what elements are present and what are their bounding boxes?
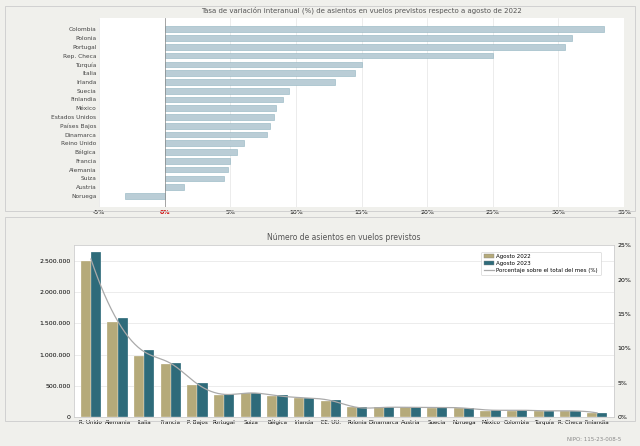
Bar [171, 363, 181, 417]
Bar [165, 70, 355, 76]
Bar [165, 176, 224, 181]
Bar [347, 407, 357, 417]
Bar [165, 97, 283, 102]
Bar [587, 413, 597, 417]
Bar [534, 411, 544, 417]
Bar [165, 140, 244, 146]
Bar [401, 407, 411, 417]
Bar [165, 53, 493, 58]
Bar [165, 123, 270, 128]
Bar [165, 88, 289, 94]
Bar [597, 413, 607, 417]
Bar [357, 407, 367, 417]
Title: Tasa de variación interanual (%) de asientos en vuelos previstos respecto a agos: Tasa de variación interanual (%) de asie… [201, 6, 522, 14]
Bar [544, 411, 554, 417]
Bar [91, 252, 101, 417]
Bar [144, 350, 154, 417]
Bar [570, 411, 580, 417]
Bar [165, 79, 335, 85]
Bar [384, 407, 394, 417]
Bar [454, 408, 464, 417]
Bar [304, 398, 314, 417]
Legend: Agosto 2022, Agosto 2023, Porcentaje sobre el total del mes (%): Agosto 2022, Agosto 2023, Porcentaje sob… [481, 252, 601, 275]
Bar [374, 407, 384, 417]
Bar [481, 411, 490, 417]
Bar [507, 411, 517, 417]
Bar [81, 261, 91, 417]
Bar [268, 396, 277, 417]
Bar [214, 395, 224, 417]
Bar [517, 410, 527, 417]
Bar [165, 62, 362, 67]
Bar [165, 158, 230, 164]
Title: Número de asientos en vuelos previstos: Número de asientos en vuelos previstos [268, 233, 420, 242]
Bar [118, 318, 128, 417]
Bar [294, 398, 304, 417]
Bar [165, 26, 604, 32]
Bar [108, 322, 118, 417]
Bar [188, 384, 198, 417]
Bar [277, 395, 287, 417]
Bar [165, 167, 228, 173]
Text: NIPO: 115-23-008-5: NIPO: 115-23-008-5 [566, 438, 621, 442]
Bar [165, 114, 274, 120]
Bar [165, 105, 276, 111]
Bar [165, 44, 565, 50]
Bar [165, 35, 572, 41]
Bar [198, 383, 207, 417]
Bar [437, 407, 447, 417]
Bar [165, 184, 184, 190]
Bar [411, 407, 420, 417]
Bar [134, 356, 144, 417]
Bar [490, 410, 500, 417]
Bar [331, 400, 341, 417]
Bar [125, 193, 165, 199]
Bar [161, 364, 171, 417]
Bar [224, 394, 234, 417]
Bar [251, 392, 261, 417]
Bar [561, 411, 570, 417]
Bar [241, 393, 251, 417]
Bar [165, 132, 267, 137]
Bar [165, 149, 237, 155]
Bar [321, 401, 331, 417]
Bar [427, 408, 437, 417]
Bar [464, 408, 474, 417]
